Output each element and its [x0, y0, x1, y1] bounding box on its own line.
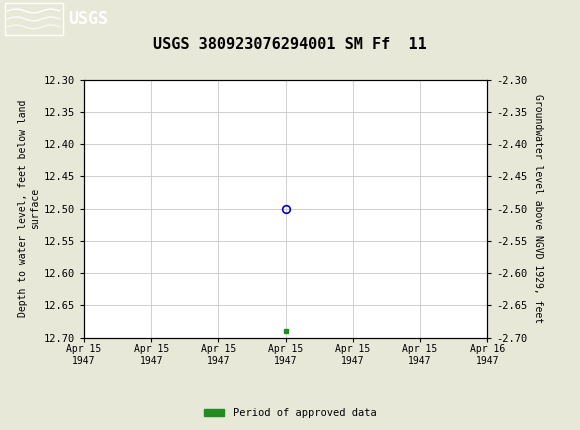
- Y-axis label: Depth to water level, feet below land
surface: Depth to water level, feet below land su…: [18, 100, 39, 317]
- Bar: [5, 3, 63, 35]
- Y-axis label: Groundwater level above NGVD 1929, feet: Groundwater level above NGVD 1929, feet: [533, 94, 543, 323]
- Text: USGS: USGS: [68, 10, 108, 28]
- Legend: Period of approved data: Period of approved data: [200, 404, 380, 423]
- Text: USGS 380923076294001 SM Ff  11: USGS 380923076294001 SM Ff 11: [153, 37, 427, 52]
